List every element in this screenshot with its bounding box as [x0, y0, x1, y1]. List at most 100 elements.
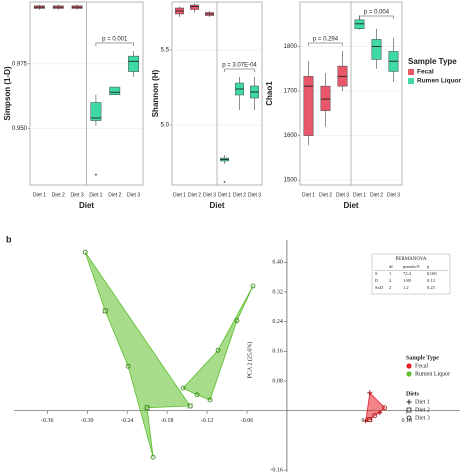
x-tick-label: Diet 3	[248, 192, 261, 198]
point	[215, 347, 221, 353]
x-axis-label: Diet	[209, 201, 224, 210]
x-tick-label: 0.18	[401, 418, 412, 424]
legend-marker	[406, 415, 412, 421]
point	[367, 390, 373, 396]
x-tick-label: Diet 2	[52, 192, 65, 198]
p-bracket	[308, 42, 343, 46]
y-tick-label: 0.08	[272, 378, 283, 384]
y-tick-label: 1500	[284, 178, 298, 184]
legend-marker	[406, 399, 412, 405]
x-tick-label: Diet 2	[319, 192, 332, 198]
point	[125, 363, 131, 369]
table-cell: p	[427, 264, 430, 269]
panel-label: b	[6, 234, 12, 244]
x-tick-label: -0.30	[81, 418, 94, 424]
point	[150, 454, 156, 460]
table-cell: 72.4	[403, 271, 412, 276]
x-tick-label: Diet 3	[71, 192, 84, 198]
point	[234, 318, 240, 323]
x-tick-label: -0.18	[161, 418, 174, 424]
y-axis-label: PCA 2 (25.6%)	[246, 342, 253, 379]
box	[371, 39, 382, 60]
box	[303, 76, 314, 136]
cluster-hull	[182, 285, 254, 401]
box	[190, 4, 199, 10]
table-title: PERMANOVA	[395, 257, 426, 262]
legend-swatch	[406, 371, 412, 377]
legend-label: Rumen Liquor	[415, 371, 450, 377]
table-cell: S	[375, 271, 378, 276]
legend-title: Sample Type	[408, 57, 457, 66]
point	[382, 405, 388, 411]
y-tick-label: 5.5	[161, 48, 170, 54]
y-tick-label: 1800	[284, 44, 298, 50]
table-cell: pseudo-F	[403, 264, 420, 269]
table-cell: df	[389, 264, 393, 269]
p-value: p = 0.001	[102, 37, 128, 43]
legend-label: Rumen Liquor	[417, 78, 462, 85]
x-tick-label: -0.36	[41, 418, 54, 424]
table-cell: 1	[389, 271, 391, 276]
point	[367, 417, 373, 423]
legend-label: Fecal	[417, 69, 434, 76]
x-tick-label: Diet 1	[89, 192, 102, 198]
p-bracket	[359, 15, 394, 19]
p-value: p = 3.07E-04	[222, 63, 257, 69]
legend-label: Diet 2	[415, 407, 430, 413]
y-tick-label: 0.32	[272, 289, 283, 295]
box	[128, 55, 140, 72]
x-tick-label: Diet 2	[188, 192, 201, 198]
x-tick-label: Diet 1	[33, 192, 46, 198]
y-tick-label: 1600	[284, 133, 298, 139]
point	[207, 397, 213, 403]
y-tick-label: 1700	[284, 89, 298, 95]
x-tick-label: -0.12	[201, 418, 214, 424]
y-tick-label: 0.950	[12, 126, 28, 132]
cluster-hull	[84, 252, 191, 458]
table-cell: 0.25	[427, 285, 436, 290]
x-tick-label: Diet 1	[173, 192, 186, 198]
box	[90, 102, 102, 121]
x-tick-label: -0.24	[121, 418, 134, 424]
p-value: p = 0.004	[364, 10, 390, 16]
table-cell: 2	[389, 278, 391, 283]
table-cell: 1.89	[403, 278, 412, 283]
table-cell: SxD	[375, 285, 384, 290]
legend-label: Fecal	[415, 363, 428, 369]
x-tick-label: Diet 3	[336, 192, 349, 198]
x-tick-label: Diet 2	[108, 192, 121, 198]
legend-label: Diet 3	[415, 415, 430, 421]
x-axis-label: Diet	[343, 201, 358, 210]
box	[320, 85, 331, 111]
point	[102, 308, 108, 314]
legend-swatch	[406, 363, 412, 369]
x-tick-label: Diet 2	[233, 192, 246, 198]
legend-label: Diet 1	[415, 399, 430, 405]
outlier	[223, 181, 226, 183]
point	[377, 410, 383, 416]
y-tick-label: 5.0	[161, 123, 170, 129]
point	[250, 283, 256, 289]
box	[109, 86, 121, 96]
p-bracket	[95, 42, 134, 46]
cluster-hull	[365, 392, 386, 422]
x-tick-label: Diet 3	[387, 192, 400, 198]
x-tick-label: Diet 3	[127, 192, 140, 198]
x-tick-label: Diet 1	[218, 192, 231, 198]
y-tick-label: 0.24	[272, 319, 283, 325]
y-axis-label: Simpson (1-D)	[3, 66, 12, 121]
p-bracket	[224, 68, 255, 72]
x-tick-label: Diet 3	[203, 192, 216, 198]
x-tick-label: -0.06	[241, 418, 254, 424]
point	[180, 385, 186, 391]
legend-swatch	[408, 78, 414, 84]
y-tick-label: 0.40	[272, 260, 283, 266]
table-cell: 1.2	[403, 285, 409, 290]
point	[194, 392, 200, 398]
x-axis-label: Diet	[79, 201, 94, 210]
y-tick-label: 0.16	[272, 349, 283, 355]
table-frame	[371, 253, 451, 295]
y-tick-label: 0.975	[12, 61, 28, 67]
x-tick-label: Diet 2	[370, 192, 383, 198]
point	[187, 403, 193, 409]
